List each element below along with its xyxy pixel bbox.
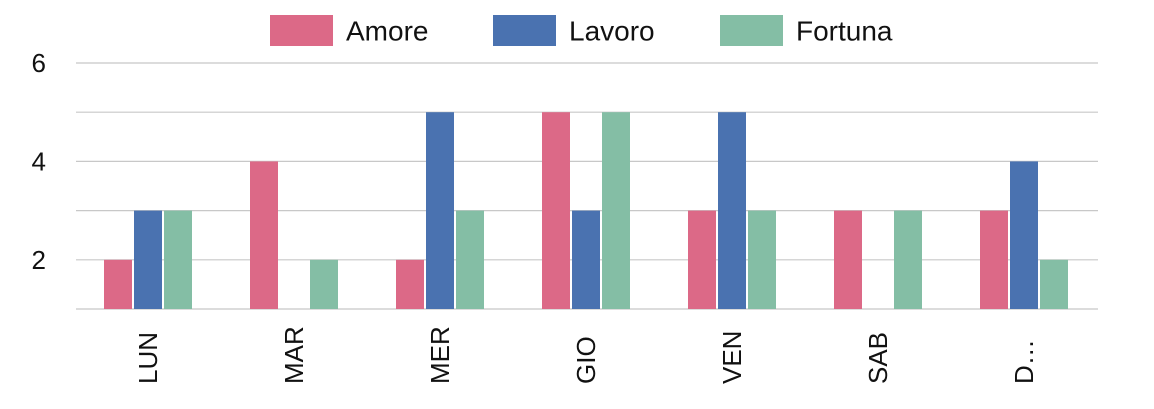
bar-lavoro-ven: [718, 112, 746, 309]
bar-lavoro-mer: [426, 112, 454, 309]
x-tick-label: D…: [1009, 339, 1039, 384]
legend-swatch-amore: [270, 15, 333, 46]
legend-label-fortuna: Fortuna: [796, 16, 893, 47]
bar-fortuna-gio: [602, 112, 630, 309]
bar-amore-d: [980, 210, 1008, 309]
bar-amore-lun: [104, 259, 132, 309]
legend: Amore Lavoro Fortuna: [270, 15, 893, 47]
legend-swatch-fortuna: [720, 15, 783, 46]
y-tick-label: 6: [32, 48, 46, 78]
bar-lavoro-gio: [572, 210, 600, 309]
x-axis: LUN MAR MER GIO VEN SAB D…: [133, 326, 1039, 384]
x-tick-label: SAB: [863, 332, 893, 384]
bar-amore-ven: [688, 210, 716, 309]
bar-fortuna-d: [1040, 259, 1068, 309]
bars-layer: [104, 112, 1068, 309]
bar-amore-mar: [250, 161, 278, 309]
y-axis: 2 4 6: [32, 48, 46, 275]
x-tick-label: VEN: [717, 331, 747, 384]
bar-lavoro-lun: [134, 210, 162, 309]
bar-amore-gio: [542, 112, 570, 309]
x-tick-label: LUN: [133, 332, 163, 384]
legend-label-lavoro: Lavoro: [569, 16, 655, 47]
legend-swatch-lavoro: [493, 15, 556, 46]
bar-fortuna-ven: [748, 210, 776, 309]
x-tick-label: GIO: [571, 336, 601, 384]
y-tick-label: 4: [32, 146, 46, 176]
bar-fortuna-mar: [310, 259, 338, 309]
bar-amore-sab: [834, 210, 862, 309]
bar-fortuna-mer: [456, 210, 484, 309]
x-tick-label: MAR: [279, 326, 309, 384]
bar-fortuna-sab: [894, 210, 922, 309]
bar-fortuna-lun: [164, 210, 192, 309]
y-tick-label: 2: [32, 245, 46, 275]
bar-amore-mer: [396, 259, 424, 309]
bar-lavoro-d: [1010, 161, 1038, 309]
legend-label-amore: Amore: [346, 16, 428, 47]
x-tick-label: MER: [425, 326, 455, 384]
